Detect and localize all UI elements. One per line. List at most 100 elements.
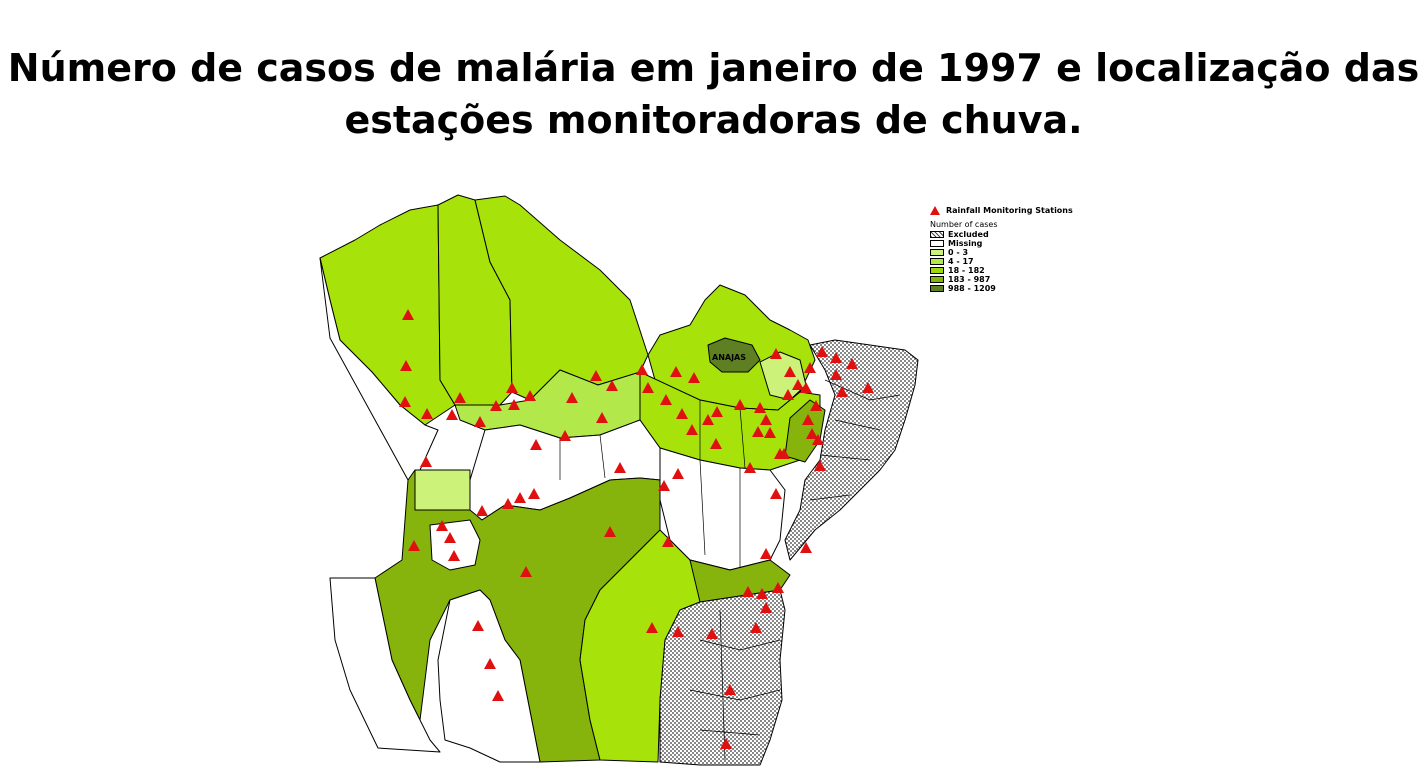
station-marker bbox=[711, 406, 723, 417]
region-missing-centre-2 bbox=[659, 447, 786, 571]
station-marker bbox=[524, 390, 536, 401]
legend-swatch bbox=[930, 249, 944, 256]
legend-row: 18 - 182 bbox=[930, 266, 1130, 275]
station-marker bbox=[420, 456, 432, 467]
station-marker bbox=[436, 520, 448, 531]
station-marker bbox=[528, 488, 540, 499]
station-marker bbox=[454, 392, 466, 403]
station-marker bbox=[614, 462, 626, 473]
region-missing-south-left bbox=[329, 577, 441, 753]
station-marker bbox=[604, 526, 616, 537]
station-marker bbox=[734, 399, 746, 410]
station-marker bbox=[636, 364, 648, 375]
station-marker bbox=[802, 414, 814, 425]
legend-swatch bbox=[930, 231, 944, 238]
station-marker bbox=[724, 684, 736, 695]
station-marker bbox=[400, 360, 412, 371]
region-missing-south-mid bbox=[437, 589, 541, 763]
station-marker bbox=[772, 582, 784, 593]
legend-stations-label: Rainfall Monitoring Stations bbox=[946, 205, 1073, 215]
map-title: Número de casos de malária em janeiro de… bbox=[0, 42, 1427, 146]
state-regions bbox=[319, 194, 919, 766]
station-marker bbox=[421, 408, 433, 419]
station-marker bbox=[784, 366, 796, 377]
station-marker bbox=[706, 628, 718, 639]
legend-swatch bbox=[930, 267, 944, 274]
title-line-1: Número de casos de malária em janeiro de… bbox=[7, 46, 1420, 90]
station-marker bbox=[490, 400, 502, 411]
station-marker bbox=[646, 622, 658, 633]
legend-label: 4 - 17 bbox=[948, 257, 974, 266]
legend-stations: Rainfall Monitoring Stations bbox=[930, 203, 1130, 217]
anajas-label: ANAJAS bbox=[712, 353, 746, 362]
legend-row: 988 - 1209 bbox=[930, 284, 1130, 293]
station-marker bbox=[760, 548, 772, 559]
station-marker bbox=[830, 352, 842, 363]
station-marker bbox=[670, 366, 682, 377]
station-marker bbox=[672, 468, 684, 479]
station-marker bbox=[830, 369, 842, 380]
station-marker bbox=[752, 426, 764, 437]
station-marker bbox=[606, 380, 618, 391]
station-marker bbox=[812, 434, 824, 445]
station-marker bbox=[676, 408, 688, 419]
station-marker bbox=[506, 382, 518, 393]
station-marker bbox=[484, 658, 496, 669]
station-marker bbox=[658, 480, 670, 491]
station-marker bbox=[444, 532, 456, 543]
region-missing-sw-pocket bbox=[429, 519, 481, 571]
station-marker bbox=[846, 358, 858, 369]
station-marker bbox=[792, 379, 804, 390]
legend-label: Missing bbox=[948, 239, 983, 248]
station-marker bbox=[756, 588, 768, 599]
station-marker bbox=[814, 460, 826, 471]
station-marker bbox=[448, 550, 460, 561]
station-marker bbox=[800, 542, 812, 553]
station-marker bbox=[800, 382, 812, 393]
station-marker bbox=[702, 414, 714, 425]
station-marker bbox=[750, 622, 762, 633]
station-marker bbox=[559, 430, 571, 441]
triangle-icon bbox=[930, 205, 940, 215]
station-marker bbox=[782, 389, 794, 400]
station-marker bbox=[816, 346, 828, 357]
station-marker bbox=[754, 402, 766, 413]
legend-swatch bbox=[930, 258, 944, 265]
rainfall-stations bbox=[399, 309, 874, 749]
station-marker bbox=[804, 362, 816, 373]
station-marker bbox=[472, 620, 484, 631]
legend-label: 18 - 182 bbox=[948, 266, 985, 275]
station-marker bbox=[836, 386, 848, 397]
station-marker bbox=[742, 586, 754, 597]
station-marker bbox=[596, 412, 608, 423]
legend-label: 183 - 987 bbox=[948, 275, 991, 284]
legend-label: 988 - 1209 bbox=[948, 284, 996, 293]
station-marker bbox=[530, 439, 542, 450]
station-marker bbox=[402, 309, 414, 320]
station-marker bbox=[566, 392, 578, 403]
station-marker bbox=[744, 462, 756, 473]
station-marker bbox=[686, 424, 698, 435]
station-marker bbox=[660, 394, 672, 405]
station-marker bbox=[492, 690, 504, 701]
station-marker bbox=[806, 428, 818, 439]
legend-swatch bbox=[930, 285, 944, 292]
station-marker bbox=[720, 738, 732, 749]
station-marker bbox=[446, 409, 458, 420]
legend-label: 0 - 3 bbox=[948, 248, 969, 257]
municipal-boundaries bbox=[559, 379, 901, 761]
station-marker bbox=[710, 438, 722, 449]
legend-swatch bbox=[930, 276, 944, 283]
station-marker bbox=[764, 427, 776, 438]
legend-row: 0 - 3 bbox=[930, 248, 1130, 257]
station-marker bbox=[642, 382, 654, 393]
station-marker bbox=[770, 488, 782, 499]
station-marker bbox=[520, 566, 532, 577]
station-marker bbox=[514, 492, 526, 503]
region-west-pale bbox=[414, 469, 471, 511]
station-marker bbox=[760, 602, 772, 613]
station-marker bbox=[476, 505, 488, 516]
legend-swatch bbox=[930, 240, 944, 247]
station-marker bbox=[810, 400, 822, 411]
